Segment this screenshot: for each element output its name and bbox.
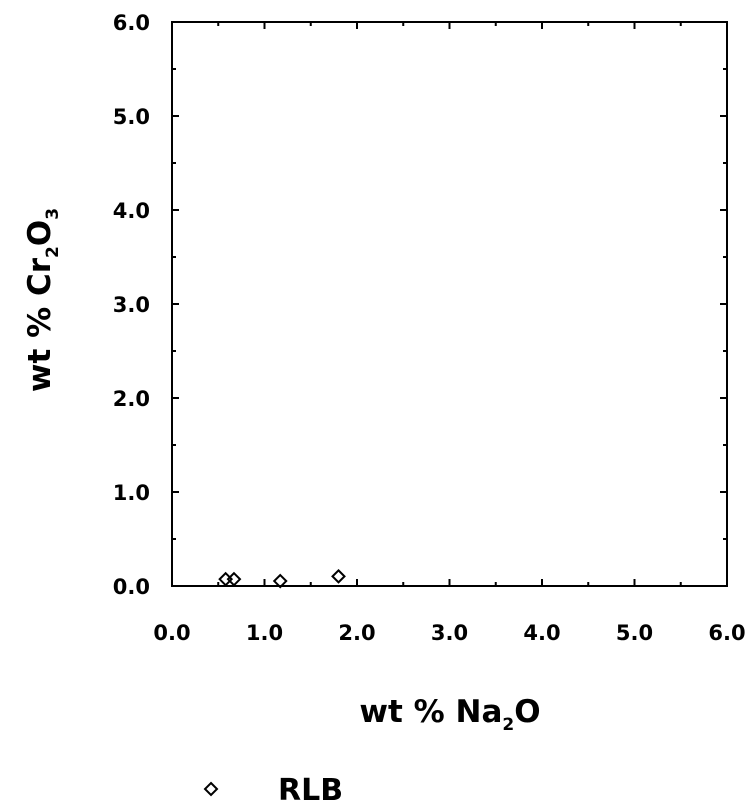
data-point — [331, 568, 346, 584]
x-tick-label: 2.0 — [338, 621, 375, 645]
x-axis-title-prefix: wt % Na — [359, 694, 502, 730]
legend-label: RLB — [278, 773, 343, 808]
x-tick-label: 6.0 — [708, 621, 745, 645]
y-axis-title-subscript-2: 3 — [43, 208, 63, 220]
data-point — [272, 573, 288, 589]
x-tick-label: 3.0 — [431, 621, 468, 645]
x-tick-label: 4.0 — [523, 621, 560, 645]
legend-marker-icon — [203, 781, 219, 797]
y-tick-label: 1.0 — [113, 481, 150, 505]
x-tick-label: 5.0 — [616, 621, 653, 645]
plot-area-frame — [171, 21, 728, 587]
x-tick-label: 1.0 — [246, 621, 283, 645]
y-axis-title-prefix: wt % Cr — [22, 257, 58, 392]
legend: RLB — [203, 773, 343, 808]
y-axis-title-subscript: 2 — [43, 246, 63, 258]
data-point — [226, 571, 242, 587]
x-axis-title-suffix: O — [514, 694, 540, 730]
x-axis-title: wt % Na2O — [359, 694, 540, 735]
data-point — [218, 571, 234, 587]
x-tick-label: 0.0 — [153, 621, 190, 645]
y-tick-label: 6.0 — [113, 11, 150, 35]
y-tick-label: 0.0 — [113, 575, 150, 599]
y-axis-title: wt % Cr2O3 — [22, 208, 63, 392]
x-axis-title-subscript: 2 — [502, 715, 514, 735]
y-tick-label: 4.0 — [113, 199, 150, 223]
y-tick-label: 3.0 — [113, 293, 150, 317]
y-tick-label: 2.0 — [113, 387, 150, 411]
y-tick-label: 5.0 — [113, 105, 150, 129]
y-axis-title-mid: O — [22, 220, 58, 246]
